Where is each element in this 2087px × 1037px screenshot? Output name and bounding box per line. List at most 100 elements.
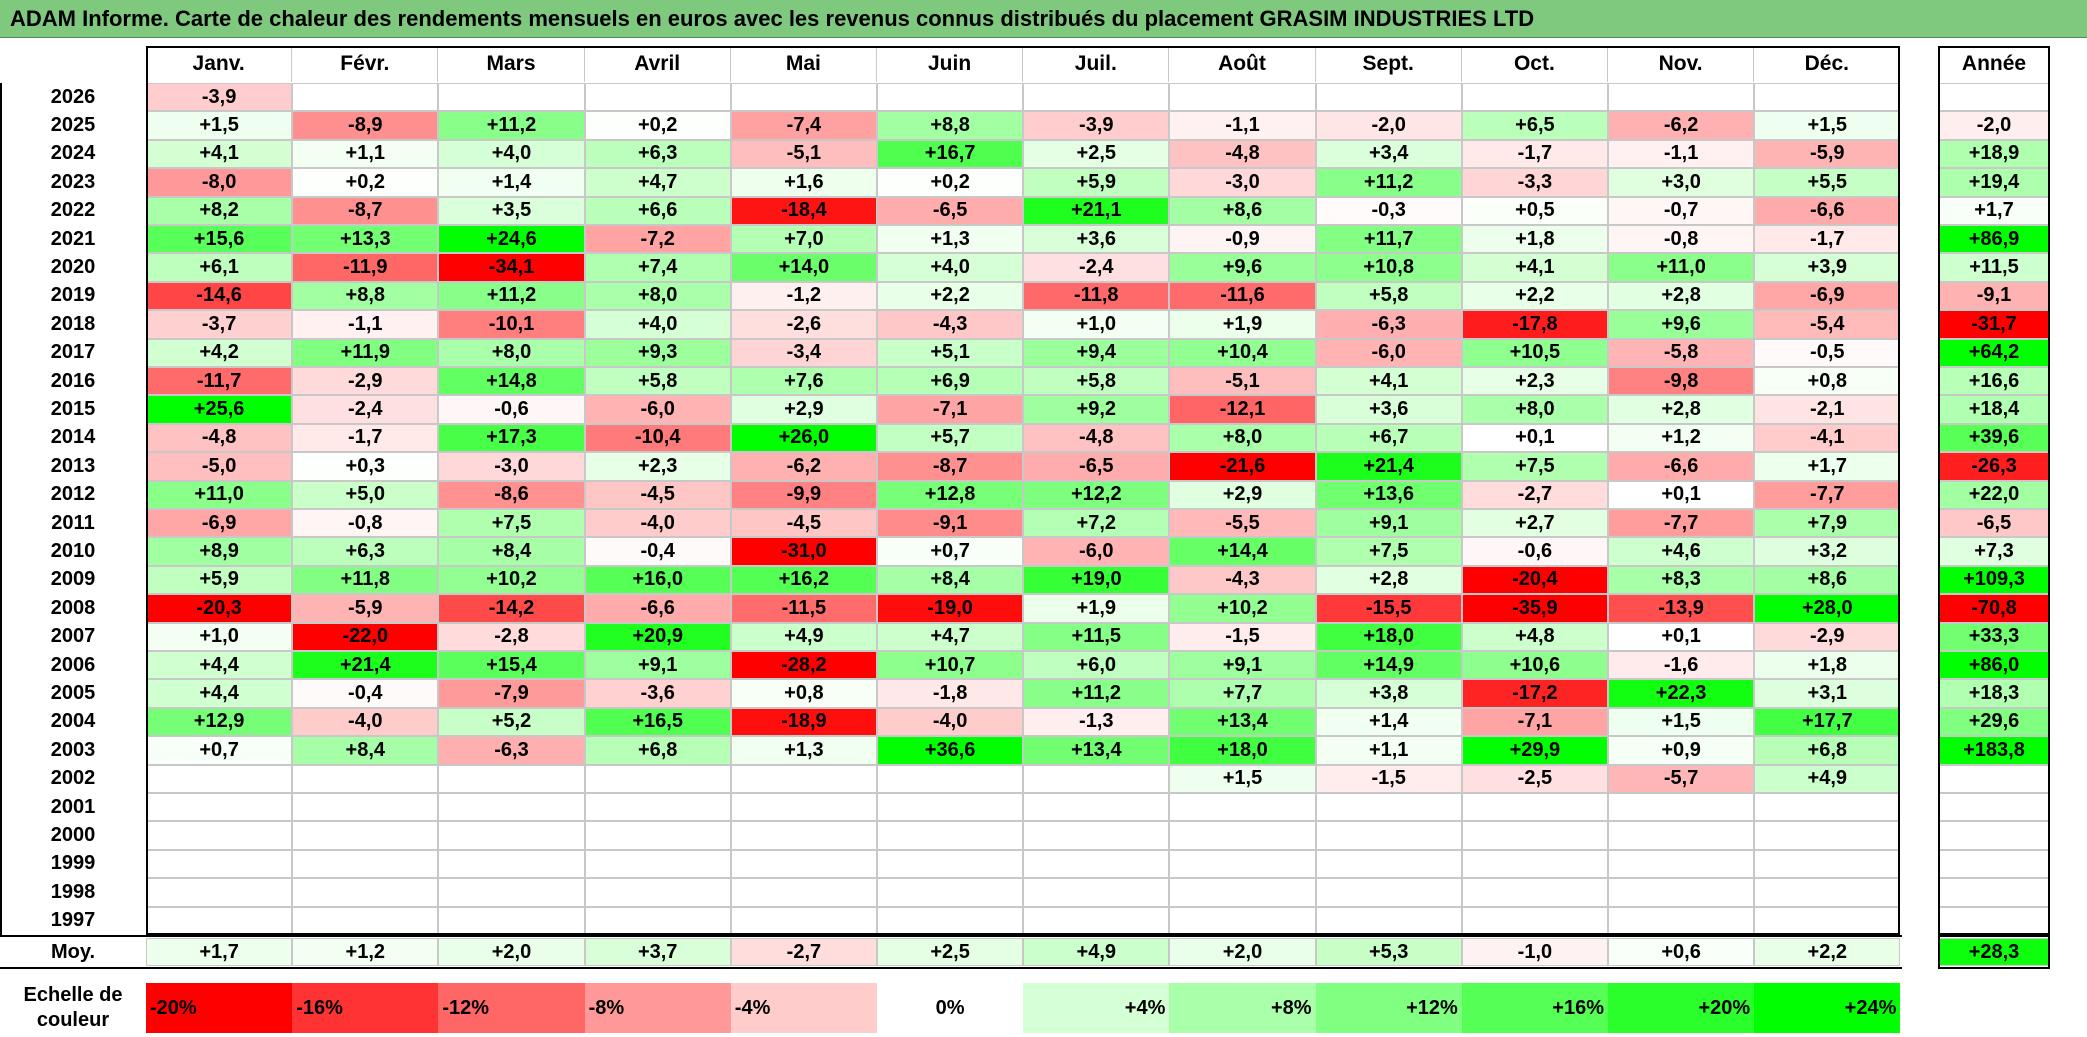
heatmap-cell xyxy=(1754,849,1901,879)
annual-cell: +33,3 xyxy=(1938,622,2050,651)
annual-cell: +18,3 xyxy=(1938,679,2050,708)
year-label: 2026 xyxy=(50,85,96,108)
heatmap-cell: -6,6 xyxy=(1754,196,1901,225)
heatmap-cell: +0,8 xyxy=(1754,367,1901,396)
heatmap-cell xyxy=(730,764,877,793)
heatmap-cell: +2,8 xyxy=(1608,395,1755,424)
heatmap-cell: +1,9 xyxy=(1169,310,1316,339)
heatmap-cell: +6,9 xyxy=(877,367,1024,396)
heatmap-cell: +4,4 xyxy=(146,651,293,680)
heatmap-cell: +1,5 xyxy=(1754,111,1901,140)
heatmap-cell: -0,8 xyxy=(1608,225,1755,254)
annual-cell: +11,5 xyxy=(1938,253,2050,282)
heatmap-cell: +1,3 xyxy=(877,225,1024,254)
heatmap-cell xyxy=(292,764,439,793)
year-label: 1998 xyxy=(50,880,96,903)
heatmap-cell: +9,6 xyxy=(1608,310,1755,339)
heatmap-cell: +8,6 xyxy=(1169,196,1316,225)
heatmap-cell: +6,5 xyxy=(1461,111,1608,140)
heatmap-cell: +2,8 xyxy=(1315,565,1462,595)
heatmap-cell: +7,4 xyxy=(584,253,731,282)
average-cell: +3,7 xyxy=(584,938,731,966)
average-label: Moy. xyxy=(50,940,96,963)
heatmap-cell xyxy=(584,878,731,907)
heatmap-cell: -1,1 xyxy=(292,310,439,339)
heatmap-cell: +36,6 xyxy=(877,736,1024,765)
heatmap-cell: -1,1 xyxy=(1608,139,1755,169)
heatmap-cell: +6,6 xyxy=(584,196,731,225)
heatmap-cell: +16,2 xyxy=(730,565,877,595)
heatmap-cell: +5,2 xyxy=(438,707,585,737)
heatmap-cell: +7,9 xyxy=(1754,509,1901,538)
heatmap-cell: -2,1 xyxy=(1754,395,1901,424)
heatmap-cell: -28,2 xyxy=(730,651,877,680)
heatmap-cell: +3,6 xyxy=(1315,395,1462,424)
heatmap-cell: +14,4 xyxy=(1169,537,1316,566)
heatmap-cell: +11,2 xyxy=(438,111,585,140)
heatmap-cell: -5,7 xyxy=(1608,764,1755,793)
heatmap-cell: +1,4 xyxy=(438,168,585,197)
heatmap-cell: -3,9 xyxy=(1023,111,1170,140)
heatmap-cell: -7,4 xyxy=(730,111,877,140)
heatmap-cell: +2,9 xyxy=(730,395,877,424)
heatmap-cell: +7,7 xyxy=(1169,679,1316,708)
heatmap-cell xyxy=(146,906,293,935)
heatmap-cell: +12,2 xyxy=(1023,480,1170,509)
heatmap-cell xyxy=(292,793,439,822)
heatmap-cell: +8,2 xyxy=(146,196,293,225)
heatmap-cell: +1,9 xyxy=(1023,594,1170,623)
heatmap-cell: -5,1 xyxy=(730,139,877,169)
heatmap-cell: -2,5 xyxy=(1461,764,1608,793)
heatmap-cell: -5,9 xyxy=(292,594,439,623)
heatmap-cell: -7,1 xyxy=(877,395,1024,424)
heatmap-cell xyxy=(584,821,731,850)
heatmap-cell: +8,0 xyxy=(1169,423,1316,453)
heatmap-cell: +4,0 xyxy=(438,139,585,169)
heatmap-cell: -0,6 xyxy=(438,395,585,424)
heatmap-cell: +4,9 xyxy=(730,622,877,651)
average-cell: +0,6 xyxy=(1608,938,1755,966)
year-label: 2005 xyxy=(50,682,96,705)
heatmap-cell: -7,9 xyxy=(438,679,585,708)
heatmap-cell: -1,7 xyxy=(292,423,439,453)
annual-cell: +1,7 xyxy=(1938,196,2050,225)
heatmap-cell: -4,5 xyxy=(730,509,877,538)
month-header: Janv. xyxy=(146,46,293,82)
year-label: 2000 xyxy=(50,824,96,847)
heatmap-cell: -5,1 xyxy=(1169,367,1316,396)
heatmap-cell xyxy=(146,793,293,822)
heatmap-cell: +16,7 xyxy=(877,139,1024,169)
heatmap-cell: -2,9 xyxy=(1754,622,1901,651)
heatmap-cell xyxy=(292,878,439,907)
heatmap-cell: -4,0 xyxy=(584,509,731,538)
heatmap-cell xyxy=(292,821,439,850)
heatmap-cell: +1,4 xyxy=(1315,707,1462,737)
annual-cell: -2,0 xyxy=(1938,111,2050,140)
heatmap-cell: +24,6 xyxy=(438,225,585,254)
heatmap-cell xyxy=(438,849,585,879)
year-total-header: Année xyxy=(1961,52,2027,75)
heatmap-cell xyxy=(584,793,731,822)
annual-cell: -9,1 xyxy=(1938,281,2050,311)
heatmap-cell: +4,9 xyxy=(1754,764,1901,793)
heatmap-cell: -1,3 xyxy=(1023,707,1170,737)
heatmap-cell: -15,5 xyxy=(1315,594,1462,623)
heatmap-cell xyxy=(877,793,1024,822)
heatmap-cell: -19,0 xyxy=(877,594,1024,623)
color-scale-step: -8% xyxy=(584,983,731,1033)
heatmap-cell: +10,8 xyxy=(1315,253,1462,282)
heatmap-cell xyxy=(1754,906,1901,935)
heatmap-cell: +3,0 xyxy=(1608,168,1755,197)
heatmap-cell: -20,4 xyxy=(1461,565,1608,595)
heatmap-cell xyxy=(1315,906,1462,935)
heatmap-cell: +7,5 xyxy=(1315,537,1462,566)
heatmap-cell: -5,0 xyxy=(146,452,293,481)
color-scale-step: -12% xyxy=(438,983,585,1033)
heatmap-cell xyxy=(438,793,585,822)
heatmap-cell: -1,5 xyxy=(1169,622,1316,651)
heatmap-cell: -2,7 xyxy=(1461,480,1608,509)
heatmap-cell xyxy=(438,764,585,793)
heatmap-cell xyxy=(877,83,1024,112)
heatmap-cell: +21,1 xyxy=(1023,196,1170,225)
heatmap-cell: +4,1 xyxy=(146,139,293,169)
